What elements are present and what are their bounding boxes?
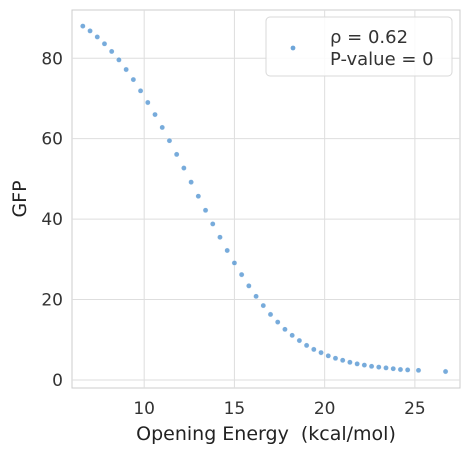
data-point — [116, 57, 122, 63]
x-axis-label: Opening Energy (kcal/mol) — [136, 423, 396, 445]
data-point — [303, 342, 310, 349]
data-point — [397, 366, 404, 373]
data-point — [130, 76, 137, 83]
data-point — [80, 23, 86, 29]
data-point — [260, 302, 267, 309]
data-point — [282, 326, 288, 333]
legend: ρ = 0.62 P-value = 0 — [265, 16, 453, 77]
legend-entry-rho: ρ = 0.62 — [330, 27, 408, 48]
data-point — [181, 165, 187, 171]
data-point — [166, 137, 173, 144]
data-point — [404, 367, 411, 373]
y-axis-label: GFP — [9, 180, 31, 217]
data-point — [318, 349, 324, 356]
data-point — [296, 337, 303, 344]
data-point — [339, 357, 346, 364]
y-tick-label: 40 — [41, 210, 63, 230]
data-point — [188, 179, 194, 185]
data-point — [101, 40, 108, 47]
data-point — [332, 355, 339, 362]
data-point — [123, 66, 129, 73]
data-point — [137, 88, 144, 94]
data-point — [325, 353, 332, 359]
data-point — [202, 207, 209, 214]
y-tick-label: 80 — [41, 49, 63, 69]
x-tick-label: 20 — [314, 399, 336, 419]
data-point — [209, 221, 216, 227]
data-point — [274, 319, 281, 325]
legend-box — [265, 16, 453, 77]
data-point — [195, 193, 202, 199]
data-point — [217, 234, 223, 241]
data-point — [311, 346, 317, 353]
y-tick-label: 0 — [52, 371, 63, 391]
x-axis-label-name: Opening Energy — [136, 423, 289, 445]
data-point — [347, 359, 353, 366]
data-point — [415, 367, 422, 374]
y-tick-label: 20 — [41, 291, 63, 311]
data-point — [231, 260, 238, 266]
data-point — [368, 363, 375, 370]
data-point — [173, 151, 180, 158]
data-points — [80, 23, 449, 375]
data-point — [159, 124, 166, 131]
data-point — [289, 332, 295, 339]
data-point — [390, 365, 397, 372]
data-point — [108, 48, 115, 55]
data-point — [442, 368, 449, 375]
x-axis-label-unit: (kcal/mol) — [301, 423, 396, 445]
legend-entry-pvalue: P-value = 0 — [330, 49, 434, 70]
data-point — [144, 99, 151, 106]
data-point — [354, 361, 360, 367]
data-point — [224, 247, 230, 254]
y-tick-label: 60 — [41, 130, 63, 150]
legend-marker — [290, 45, 296, 51]
x-tick-label: 10 — [133, 399, 155, 419]
data-point — [383, 365, 389, 371]
data-point — [267, 311, 274, 318]
data-point — [87, 28, 93, 34]
data-point — [253, 293, 259, 300]
data-point — [238, 271, 245, 278]
data-point — [361, 362, 368, 368]
data-point — [152, 111, 158, 118]
data-point — [375, 364, 382, 370]
x-tick-label: 25 — [404, 399, 426, 419]
data-point — [94, 34, 101, 40]
x-tick-label: 15 — [224, 399, 246, 419]
tick-labels: 10 15 20 25 0 20 40 60 80 — [41, 49, 425, 419]
data-point — [246, 283, 252, 289]
